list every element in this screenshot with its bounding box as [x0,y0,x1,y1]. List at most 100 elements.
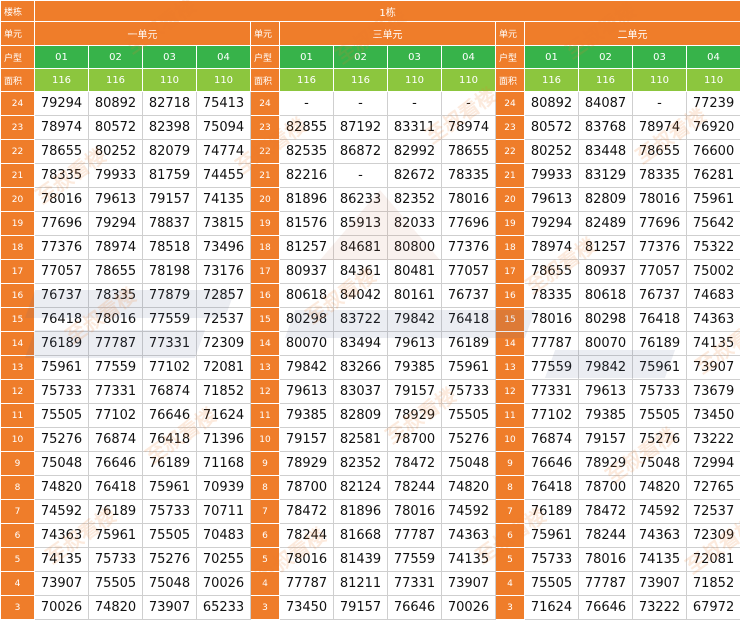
price-cell: 78929 [388,404,442,428]
price-cell: 79842 [280,356,334,380]
price-cell: 80572 [525,116,579,140]
price-cell: 78518 [143,236,197,260]
price-cell: 73496 [197,236,251,260]
price-cell: 74363 [633,524,687,548]
price-cell: 77787 [579,572,633,596]
price-cell: 76418 [633,308,687,332]
price-cell: 76189 [633,332,687,356]
price-cell: 82124 [334,476,388,500]
price-cell: 76646 [143,404,197,428]
price-cell: 76418 [35,308,89,332]
type-cell: 03 [388,46,442,69]
price-cell: 74592 [633,500,687,524]
price-cell: 76920 [687,116,740,140]
type-cell: 04 [687,46,740,69]
floor-cell: 8 [1,476,35,500]
price-cell: 83311 [388,116,442,140]
price-cell: 72537 [687,500,740,524]
price-cell: 71624 [525,596,579,620]
price-cell: 77787 [280,572,334,596]
floor-cell: 20 [496,188,525,212]
floor-cell: 19 [251,212,280,236]
price-cell: 76874 [525,428,579,452]
price-cell: 75961 [633,356,687,380]
price-cell: 82581 [334,428,388,452]
price-cell: 76737 [442,284,496,308]
price-cell: 80618 [579,284,633,308]
type-label: 户型 [1,46,35,69]
price-cell: 78974 [633,116,687,140]
price-cell: 77376 [633,236,687,260]
price-cell: 82079 [143,140,197,164]
price-cell: 67972 [687,596,740,620]
price-cell: 80298 [579,308,633,332]
price-cell: - [388,92,442,116]
price-cell: 82809 [334,404,388,428]
price-cell: 74363 [442,524,496,548]
price-cell: 77696 [35,212,89,236]
type-cell: 04 [197,46,251,69]
price-cell: 78655 [442,140,496,164]
floor-cell: 24 [496,92,525,116]
price-cell: 72765 [687,476,740,500]
floor-cell: 15 [496,308,525,332]
area-cell: 110 [388,69,442,92]
price-cell: 76737 [35,284,89,308]
price-cell: 80161 [388,284,442,308]
price-cell: 82352 [334,452,388,476]
price-cell: 80070 [579,332,633,356]
price-cell: 77102 [525,404,579,428]
type-cell: 04 [442,46,496,69]
price-cell: 74820 [633,476,687,500]
price-cell: 71396 [197,428,251,452]
price-cell: 78472 [388,452,442,476]
price-cell: 76646 [579,596,633,620]
price-cell: 80892 [89,92,143,116]
price-cell: 76737 [633,284,687,308]
price-cell: 73907 [35,572,89,596]
price-cell: 74820 [89,596,143,620]
price-cell: 74135 [633,548,687,572]
unit-3-header: 三单元 [280,22,496,46]
price-cell: 72081 [687,548,740,572]
floor-cell: 17 [1,260,35,284]
price-cell: 82992 [388,140,442,164]
price-cell: 73222 [633,596,687,620]
price-cell: 75961 [35,356,89,380]
price-cell: 79613 [579,380,633,404]
floor-cell: 3 [1,596,35,620]
price-cell: 80618 [280,284,334,308]
price-cell: 75733 [525,548,579,572]
price-cell: 78244 [280,524,334,548]
price-cell: 77559 [143,308,197,332]
price-cell: 85913 [334,212,388,236]
price-cell: 78335 [525,284,579,308]
price-cell: 79842 [579,356,633,380]
floor-cell: 13 [251,356,280,380]
price-cell: 76418 [143,428,197,452]
floor-cell: 21 [496,164,525,188]
floor-cell: 6 [496,524,525,548]
price-cell: 76600 [687,140,740,164]
price-cell: 73450 [280,596,334,620]
area-cell: 116 [280,69,334,92]
price-cell: 75413 [197,92,251,116]
area-cell: 116 [89,69,143,92]
price-cell: 75322 [687,236,740,260]
price-cell: 77787 [525,332,579,356]
floor-cell: 16 [1,284,35,308]
price-cell: 79613 [388,332,442,356]
price-cell: 78335 [89,284,143,308]
price-cell: 78929 [579,452,633,476]
type-cell: 01 [280,46,334,69]
price-cell: 79294 [35,92,89,116]
type-cell: 02 [334,46,388,69]
floor-cell: 19 [1,212,35,236]
price-cell: 71852 [197,380,251,404]
